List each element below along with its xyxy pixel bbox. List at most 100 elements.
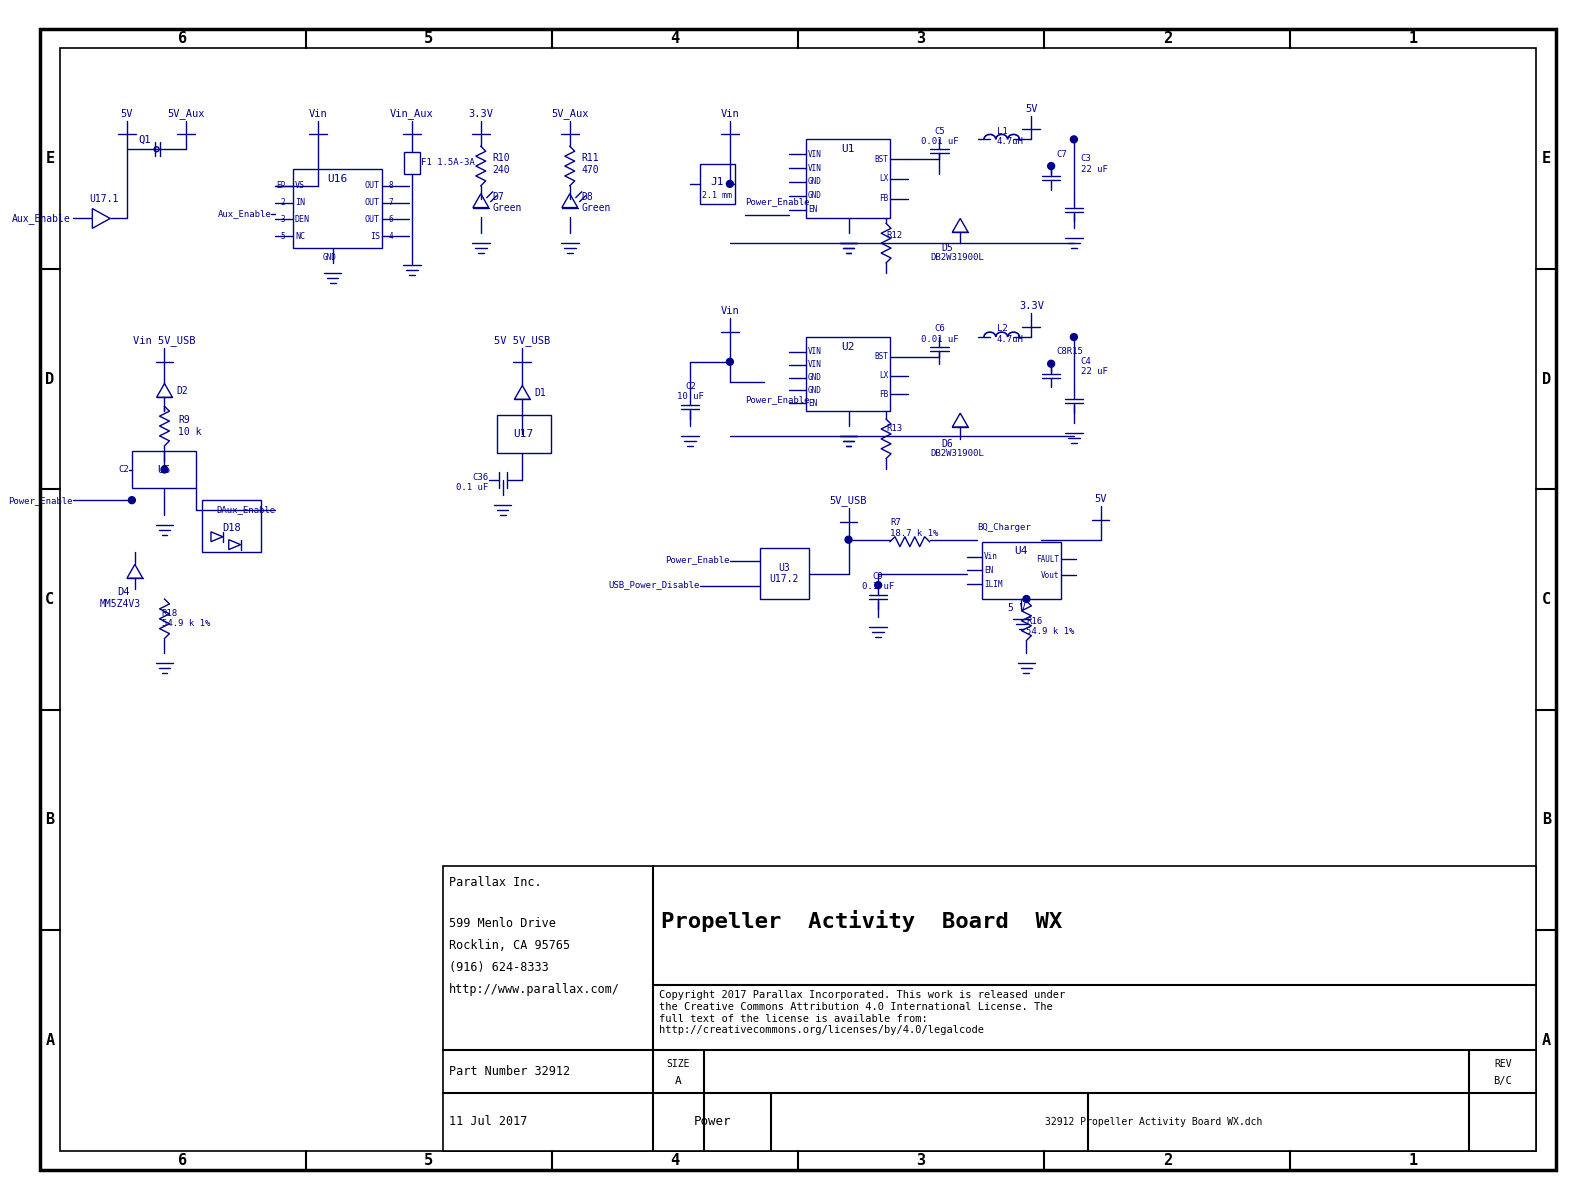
Text: BST: BST [874, 353, 888, 361]
Text: EP: EP [276, 181, 286, 191]
Text: Power_Enable: Power_Enable [8, 495, 73, 505]
Text: A: A [675, 1077, 682, 1086]
Text: 3: 3 [281, 215, 286, 224]
Text: DB2W31900L: DB2W31900L [931, 253, 985, 263]
Text: 4: 4 [388, 231, 393, 241]
Text: U1: U1 [841, 144, 854, 155]
Bar [497, 415, 551, 453]
Text: D7
Green: D7 Green [492, 192, 522, 213]
Text: 2: 2 [1163, 31, 1172, 46]
Text: IN: IN [295, 198, 305, 207]
Text: U3
U17.2: U3 U17.2 [770, 562, 798, 584]
Text: R11
470: R11 470 [582, 153, 600, 175]
Text: 5: 5 [424, 1153, 434, 1168]
Text: 5V: 5V [1094, 494, 1106, 504]
Text: Aux_Enable: Aux_Enable [218, 209, 271, 218]
Text: 7: 7 [388, 198, 393, 207]
Text: D: D [1542, 372, 1551, 386]
Text: Aux_Enable: Aux_Enable [13, 213, 71, 224]
Text: C: C [46, 592, 54, 607]
Text: BST: BST [874, 155, 888, 163]
Text: Copyright 2017 Parallax Incorporated. This work is released under
the Creative C: Copyright 2017 Parallax Incorporated. Th… [658, 990, 1065, 1035]
Text: BQ_Charger: BQ_Charger [977, 523, 1030, 532]
Text: 5 V: 5 V [1008, 603, 1026, 613]
Text: 5: 5 [424, 31, 434, 46]
Text: D5: D5 [942, 243, 953, 253]
Text: C6
0.01 uF: C6 0.01 uF [920, 324, 958, 344]
Text: Power_Enable: Power_Enable [745, 197, 810, 206]
Text: D2: D2 [177, 386, 188, 397]
Text: EN: EN [808, 399, 817, 408]
Text: Propeller  Activity  Board  WX: Propeller Activity Board WX [661, 910, 1062, 933]
Text: F1 1.5A-3A: F1 1.5A-3A [421, 157, 475, 167]
Text: OUT: OUT [365, 215, 380, 224]
Text: L1
4.7uH: L1 4.7uH [997, 127, 1024, 146]
Circle shape [874, 582, 882, 589]
Text: http://www.parallax.com/: http://www.parallax.com/ [450, 982, 620, 995]
Text: Power: Power [693, 1115, 731, 1128]
Text: Vin: Vin [721, 306, 739, 317]
Text: REV: REV [1494, 1059, 1512, 1068]
Text: Vin 5V_USB: Vin 5V_USB [133, 335, 196, 347]
Text: (916) 624-8333: (916) 624-8333 [450, 960, 549, 974]
Text: C36
0.1 uF: C36 0.1 uF [456, 472, 489, 492]
Text: GND: GND [808, 177, 822, 186]
Text: NC: NC [295, 231, 305, 241]
Text: B: B [46, 813, 54, 827]
Text: LX: LX [879, 174, 888, 183]
Text: 5V_Aux: 5V_Aux [551, 108, 589, 119]
Text: C3
22 uF: C3 22 uF [1081, 155, 1108, 174]
Circle shape [1070, 333, 1078, 341]
Text: D: D [46, 372, 54, 386]
Text: 4: 4 [671, 31, 680, 46]
Text: A: A [1542, 1032, 1551, 1048]
Text: 3.3V: 3.3V [469, 109, 494, 119]
Text: VIN: VIN [808, 163, 822, 173]
Text: FB: FB [879, 390, 888, 399]
Text: DAux_Enable: DAux_Enable [216, 506, 275, 514]
Text: R7
18.7 k 1%: R7 18.7 k 1% [890, 518, 939, 537]
Circle shape [1070, 135, 1078, 143]
Text: USB_Power_Disable: USB_Power_Disable [609, 579, 701, 589]
Text: C: C [1542, 592, 1551, 607]
Text: Power_Enable: Power_Enable [666, 555, 731, 564]
Text: 1: 1 [1409, 1153, 1419, 1168]
Text: U4: U4 [1015, 546, 1029, 555]
Text: MM5Z4V3: MM5Z4V3 [99, 600, 140, 609]
Text: C2: C2 [118, 465, 129, 474]
Text: 5V_Aux: 5V_Aux [167, 108, 205, 119]
Text: R18
54.9 k 1%: R18 54.9 k 1% [161, 609, 210, 628]
Circle shape [846, 536, 852, 543]
Text: 5V: 5V [1026, 103, 1038, 114]
Text: 32912 Propeller Activity Board WX.dch: 32912 Propeller Activity Board WX.dch [1045, 1117, 1262, 1127]
Bar [294, 169, 382, 248]
Text: 6: 6 [178, 1153, 188, 1168]
Text: 599 Menlo Drive: 599 Menlo Drive [450, 917, 555, 930]
Text: U16: U16 [327, 174, 347, 183]
Bar [404, 152, 420, 174]
Bar [443, 866, 1537, 1151]
Text: GND: GND [808, 386, 822, 394]
Text: C4
22 uF: C4 22 uF [1081, 357, 1108, 376]
Text: ILIM: ILIM [985, 579, 1002, 589]
Text: D18: D18 [222, 523, 241, 532]
Text: 6: 6 [178, 31, 188, 46]
Text: 5V 5V_USB: 5V 5V_USB [494, 335, 551, 347]
Text: Vin: Vin [308, 109, 327, 119]
Text: U17.1: U17.1 [90, 193, 118, 204]
Text: 3: 3 [917, 1153, 926, 1168]
Circle shape [128, 496, 136, 504]
Text: 5V_USB: 5V_USB [830, 495, 868, 506]
Text: LX: LX [879, 372, 888, 380]
Text: R12: R12 [887, 230, 903, 240]
Bar [806, 139, 890, 218]
Text: VIN: VIN [808, 348, 822, 356]
Text: A: A [46, 1032, 54, 1048]
Text: R10
240: R10 240 [492, 153, 510, 175]
Circle shape [726, 180, 734, 187]
Text: 3.3V: 3.3V [1019, 301, 1045, 312]
Text: C9
0.1 uF: C9 0.1 uF [862, 572, 895, 591]
Text: L2
4.7uH: L2 4.7uH [997, 324, 1024, 344]
Text: Power_Enable: Power_Enable [745, 394, 810, 404]
Text: 3: 3 [917, 31, 926, 46]
